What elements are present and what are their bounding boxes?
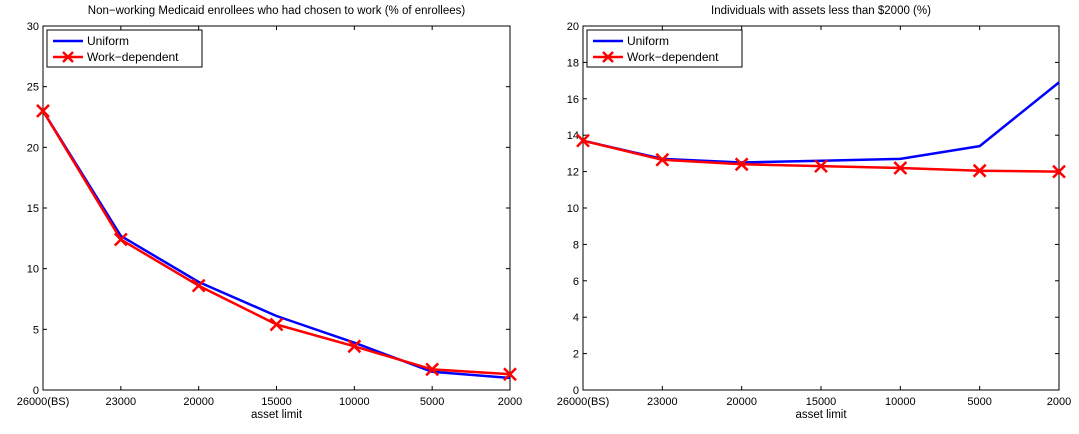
y-tick-label: 20 <box>567 21 579 33</box>
data-point-marker <box>576 133 590 148</box>
x-tick-label: 2000 <box>1047 396 1071 408</box>
marker-stroke <box>814 159 828 174</box>
x-tick-label: 26000(BS) <box>17 396 70 408</box>
x-tick-label: 26000(BS) <box>557 396 610 408</box>
data-point-marker <box>36 104 50 118</box>
marker-stroke <box>503 367 517 382</box>
marker-stroke <box>734 157 749 172</box>
data-point-marker <box>269 317 284 332</box>
marker-stroke <box>893 161 908 175</box>
chart-title: Non−working Medicaid enrollees who had c… <box>88 5 466 17</box>
legend-marker <box>62 51 74 63</box>
marker-stroke <box>269 317 284 332</box>
legend: Uniform Work−dependent <box>586 29 743 68</box>
marker-stroke <box>36 104 50 118</box>
y-tick-label: 16 <box>567 94 579 106</box>
legend-entry-label: Uniform <box>627 34 669 48</box>
y-tick-label: 25 <box>27 82 39 94</box>
data-point-marker <box>1052 164 1066 179</box>
x-axis-label: asset limit <box>251 409 303 421</box>
x-tick-label: 10000 <box>885 396 916 408</box>
x-axis-label: asset limit <box>795 409 847 421</box>
y-tick-label: 10 <box>27 264 39 276</box>
y-tick-label: 12 <box>567 167 579 179</box>
data-point-marker <box>814 159 828 174</box>
data-point-marker <box>347 339 362 354</box>
y-tick-label: 5 <box>33 324 39 336</box>
x-tick-label: 23000 <box>106 396 137 408</box>
series-line-uniform <box>41 110 511 380</box>
marker-stroke <box>972 163 987 178</box>
plot-area <box>582 25 1060 391</box>
y-tick-label: 0 <box>573 385 579 397</box>
y-tick-label: 0 <box>33 385 39 397</box>
x-tick-label: 15000 <box>261 396 292 408</box>
legend: Uniform Work−dependent <box>46 29 203 68</box>
marker-stroke <box>1052 164 1066 179</box>
data-point-marker <box>655 152 670 167</box>
y-tick-label: 6 <box>573 276 579 288</box>
x-tick-label: 15000 <box>806 396 837 408</box>
marker-stroke <box>576 133 590 148</box>
y-tick-label: 2 <box>573 349 579 361</box>
x-tick-label: 20000 <box>183 396 214 408</box>
marker-stroke <box>347 339 362 354</box>
data-point-marker <box>191 278 206 293</box>
x-tick-label: 10000 <box>339 396 370 408</box>
data-point-marker <box>113 232 128 247</box>
data-point-marker <box>503 367 517 382</box>
x-tick-label: 2000 <box>498 396 522 408</box>
y-tick-label: 15 <box>27 203 39 215</box>
legend-entry-label: Uniform <box>87 34 129 48</box>
legend-entry-label: Work−dependent <box>627 50 719 64</box>
chart-title: Individuals with assets less than $2000 … <box>711 5 931 17</box>
plot-area <box>42 25 511 391</box>
y-tick-label: 20 <box>27 142 39 154</box>
marker-stroke <box>113 232 128 247</box>
x-tick-label: 5000 <box>420 396 444 408</box>
data-point-marker <box>972 163 987 178</box>
y-tick-label: 4 <box>573 312 579 324</box>
marker-stroke <box>191 278 206 293</box>
y-tick-label: 30 <box>27 21 39 33</box>
y-tick-label: 8 <box>573 239 579 251</box>
y-tick-label: 10 <box>567 203 579 215</box>
legend-marker <box>602 51 614 63</box>
chart-panel-1: Non−working Medicaid enrollees who had c… <box>17 5 523 421</box>
marker-stroke <box>655 152 670 167</box>
data-point-marker <box>893 161 908 175</box>
x-tick-label: 20000 <box>726 396 757 408</box>
x-tick-label: 23000 <box>647 396 678 408</box>
legend-entry-label: Work−dependent <box>87 50 179 64</box>
chart-panel-2: Individuals with assets less than $2000 … <box>557 5 1072 421</box>
x-tick-label: 5000 <box>967 396 991 408</box>
y-tick-label: 18 <box>567 57 579 69</box>
data-point-marker <box>734 157 749 172</box>
data-point-marker <box>425 362 440 377</box>
y-tick-label: 14 <box>567 130 579 142</box>
marker-stroke <box>425 362 440 377</box>
